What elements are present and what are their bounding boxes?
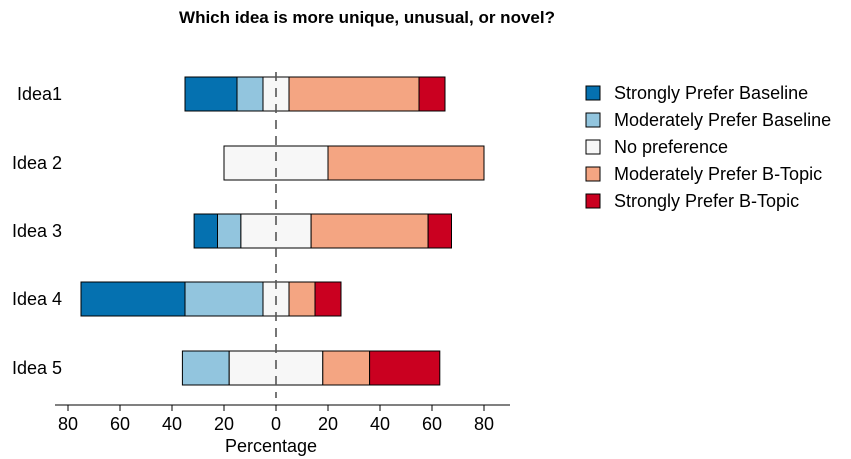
legend-label-strongly-prefer-b-topic: Strongly Prefer B-Topic	[614, 191, 799, 211]
x-tick-label: 60	[110, 414, 130, 434]
x-tick-label: 40	[162, 414, 182, 434]
legend-swatch-moderately-prefer-baseline	[585, 112, 601, 128]
x-tick-label: 20	[214, 414, 234, 434]
category-label-idea-2: Idea 2	[12, 153, 62, 173]
x-tick-label: 80	[58, 414, 78, 434]
bar-idea-4-strongly-prefer-b-topic	[314, 281, 342, 317]
bar-idea-2-moderately-prefer-b-topic	[327, 145, 485, 181]
bar-idea-4-strongly-prefer-baseline	[80, 281, 186, 317]
legend-label-moderately-prefer-baseline: Moderately Prefer Baseline	[614, 110, 831, 130]
category-label-idea-5: Idea 5	[12, 358, 62, 378]
legend-label-no-preference: No preference	[614, 137, 728, 157]
bar-idea1-strongly-prefer-baseline	[184, 76, 238, 112]
x-axis-title: Percentage	[225, 436, 317, 456]
category-label-idea-3: Idea 3	[12, 221, 62, 241]
bar-idea-5-strongly-prefer-b-topic	[369, 350, 441, 386]
x-tick-label: 40	[370, 414, 390, 434]
legend: Strongly Prefer Baseline Moderately Prefe…	[585, 83, 831, 211]
x-tick-label: 20	[318, 414, 338, 434]
bar-idea1-moderately-prefer-b-topic	[288, 76, 420, 112]
x-tick-label: 0	[271, 414, 281, 434]
legend-swatch-strongly-prefer-baseline	[585, 85, 601, 101]
bar-idea-4-moderately-prefer-b-topic	[288, 281, 316, 317]
bar-idea-5-moderately-prefer-baseline	[181, 350, 230, 386]
legend-swatch-no-preference	[585, 139, 601, 155]
category-label-idea-4: Idea 4	[12, 289, 62, 309]
category-label-idea1: Idea1	[17, 84, 62, 104]
bar-idea1-strongly-prefer-b-topic	[418, 76, 446, 112]
legend-label-strongly-prefer-baseline: Strongly Prefer Baseline	[614, 83, 808, 103]
x-tick-label: 80	[474, 414, 494, 434]
legend-swatch-strongly-prefer-b-topic	[585, 193, 601, 209]
bar-idea-4-moderately-prefer-baseline	[184, 281, 264, 317]
category-labels: Idea1 Idea 2 Idea 3 Idea 4 Idea 5	[12, 84, 62, 378]
bar-idea1-moderately-prefer-baseline	[236, 76, 264, 112]
bar-idea-5-moderately-prefer-b-topic	[322, 350, 371, 386]
legend-swatch-moderately-prefer-b-topic	[585, 166, 601, 182]
bar-idea-3-moderately-prefer-b-topic	[310, 213, 429, 249]
x-axis: 80 60 40 20 0 20 40 60 80	[55, 404, 510, 434]
bar-idea-3-strongly-prefer-baseline	[193, 213, 219, 249]
chart-title: Which idea is more unique, unusual, or n…	[179, 8, 555, 27]
bar-idea-3-moderately-prefer-baseline	[217, 213, 242, 249]
bars-group	[80, 76, 485, 386]
legend-label-moderately-prefer-b-topic: Moderately Prefer B-Topic	[614, 164, 822, 184]
x-tick-label: 60	[422, 414, 442, 434]
bar-idea-3-strongly-prefer-b-topic	[427, 213, 453, 249]
